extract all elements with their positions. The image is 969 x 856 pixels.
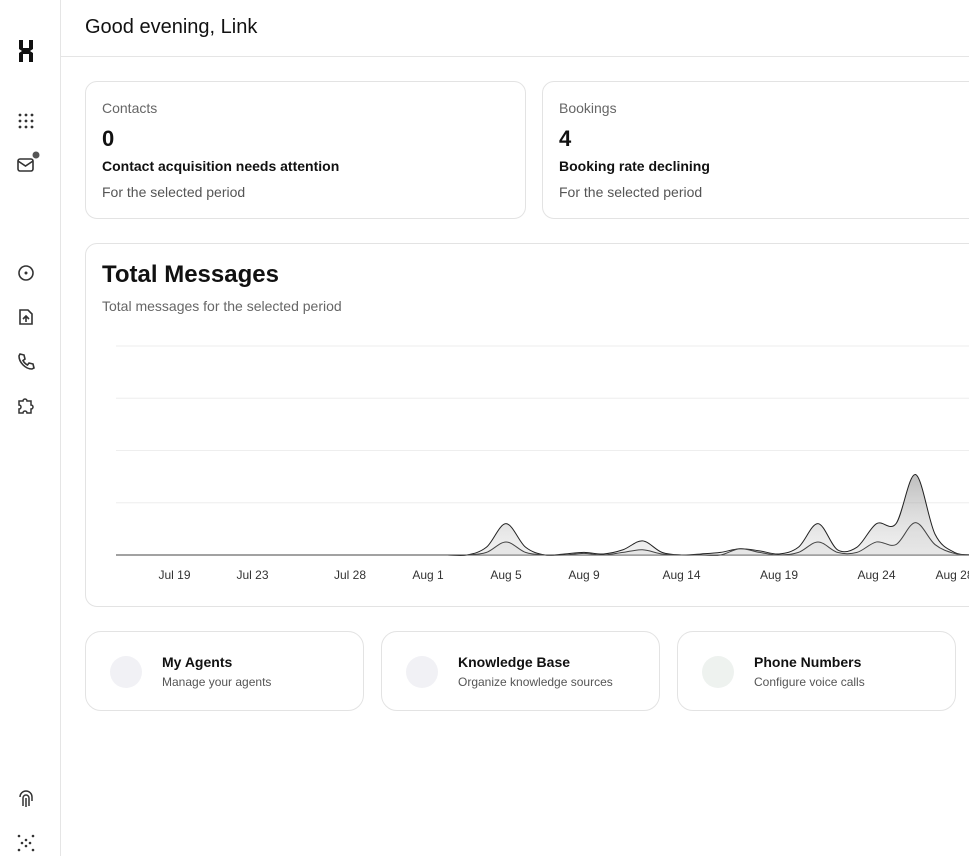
x-tick-label: Aug 9 (568, 568, 600, 582)
stat-value: 0 (102, 126, 115, 151)
x-tick-label: Aug 1 (412, 568, 444, 582)
x-tick-label: Aug 28 (935, 568, 969, 582)
link-title: Knowledge Base (458, 654, 571, 670)
link-title: Phone Numbers (754, 654, 862, 670)
icon (406, 656, 438, 688)
series-line (116, 474, 969, 557)
stat-note: For the selected period (102, 184, 246, 200)
x-tick-label: Aug 14 (662, 568, 700, 582)
stat-value: 4 (559, 126, 572, 151)
stat-status: Booking rate declining (559, 158, 710, 174)
series-line (116, 522, 969, 556)
chart-subtitle: Total messages for the selected period (102, 298, 342, 314)
link-card[interactable]: My Agents Manage your agents (85, 631, 364, 711)
x-tick-label: Aug 24 (857, 568, 895, 582)
icon (110, 656, 142, 688)
x-tick-label: Jul 28 (334, 568, 366, 582)
link-card[interactable]: Phone Numbers Configure voice calls (677, 631, 956, 711)
link-description: Configure voice calls (754, 675, 865, 689)
stat-label: Bookings (559, 100, 617, 116)
mail-icon[interactable] (16, 150, 42, 176)
header: Good evening, Link (61, 0, 969, 57)
link-description: Manage your agents (162, 675, 272, 689)
target-icon[interactable] (16, 263, 36, 283)
chart-card: Total Messages Total messages for the se… (85, 243, 969, 607)
stat-card: Bookings 4 Booking rate declining For th… (542, 81, 969, 219)
chart: Jul 19 Jul 23 Jul 28 Aug 1 Aug 5 Aug 9 Aug 14 A… (116, 345, 969, 582)
x-tick-label: Jul 19 (158, 568, 190, 582)
file-icon[interactable] (16, 307, 36, 327)
series-area (116, 522, 969, 556)
sidebar (0, 0, 61, 856)
link-card[interactable]: Knowledge Base Organize knowledge sources (381, 631, 660, 711)
series-area (116, 474, 969, 556)
x-tick-label: Aug 5 (490, 568, 522, 582)
x-tick-label: Aug 19 (760, 568, 798, 582)
phone-icon[interactable] (16, 351, 36, 371)
x-tick-label: Jul 23 (236, 568, 268, 582)
stat-status: Contact acquisition needs attention (102, 158, 340, 174)
fingerprint-icon[interactable] (16, 789, 36, 809)
link-title: My Agents (162, 654, 233, 670)
link-description: Organize knowledge sources (458, 675, 613, 689)
greeting: Good evening, Link (85, 16, 258, 38)
chart-title: Total Messages (102, 261, 279, 288)
settings-icon[interactable] (16, 833, 36, 853)
plugin-icon[interactable] (16, 395, 36, 415)
stat-note: For the selected period (559, 184, 703, 200)
apps-icon[interactable] (16, 111, 36, 131)
icon (702, 656, 734, 688)
stat-card: Contacts 0 Contact acquisition needs att… (85, 81, 526, 219)
stat-label: Contacts (102, 100, 158, 116)
logo[interactable] (16, 38, 36, 64)
